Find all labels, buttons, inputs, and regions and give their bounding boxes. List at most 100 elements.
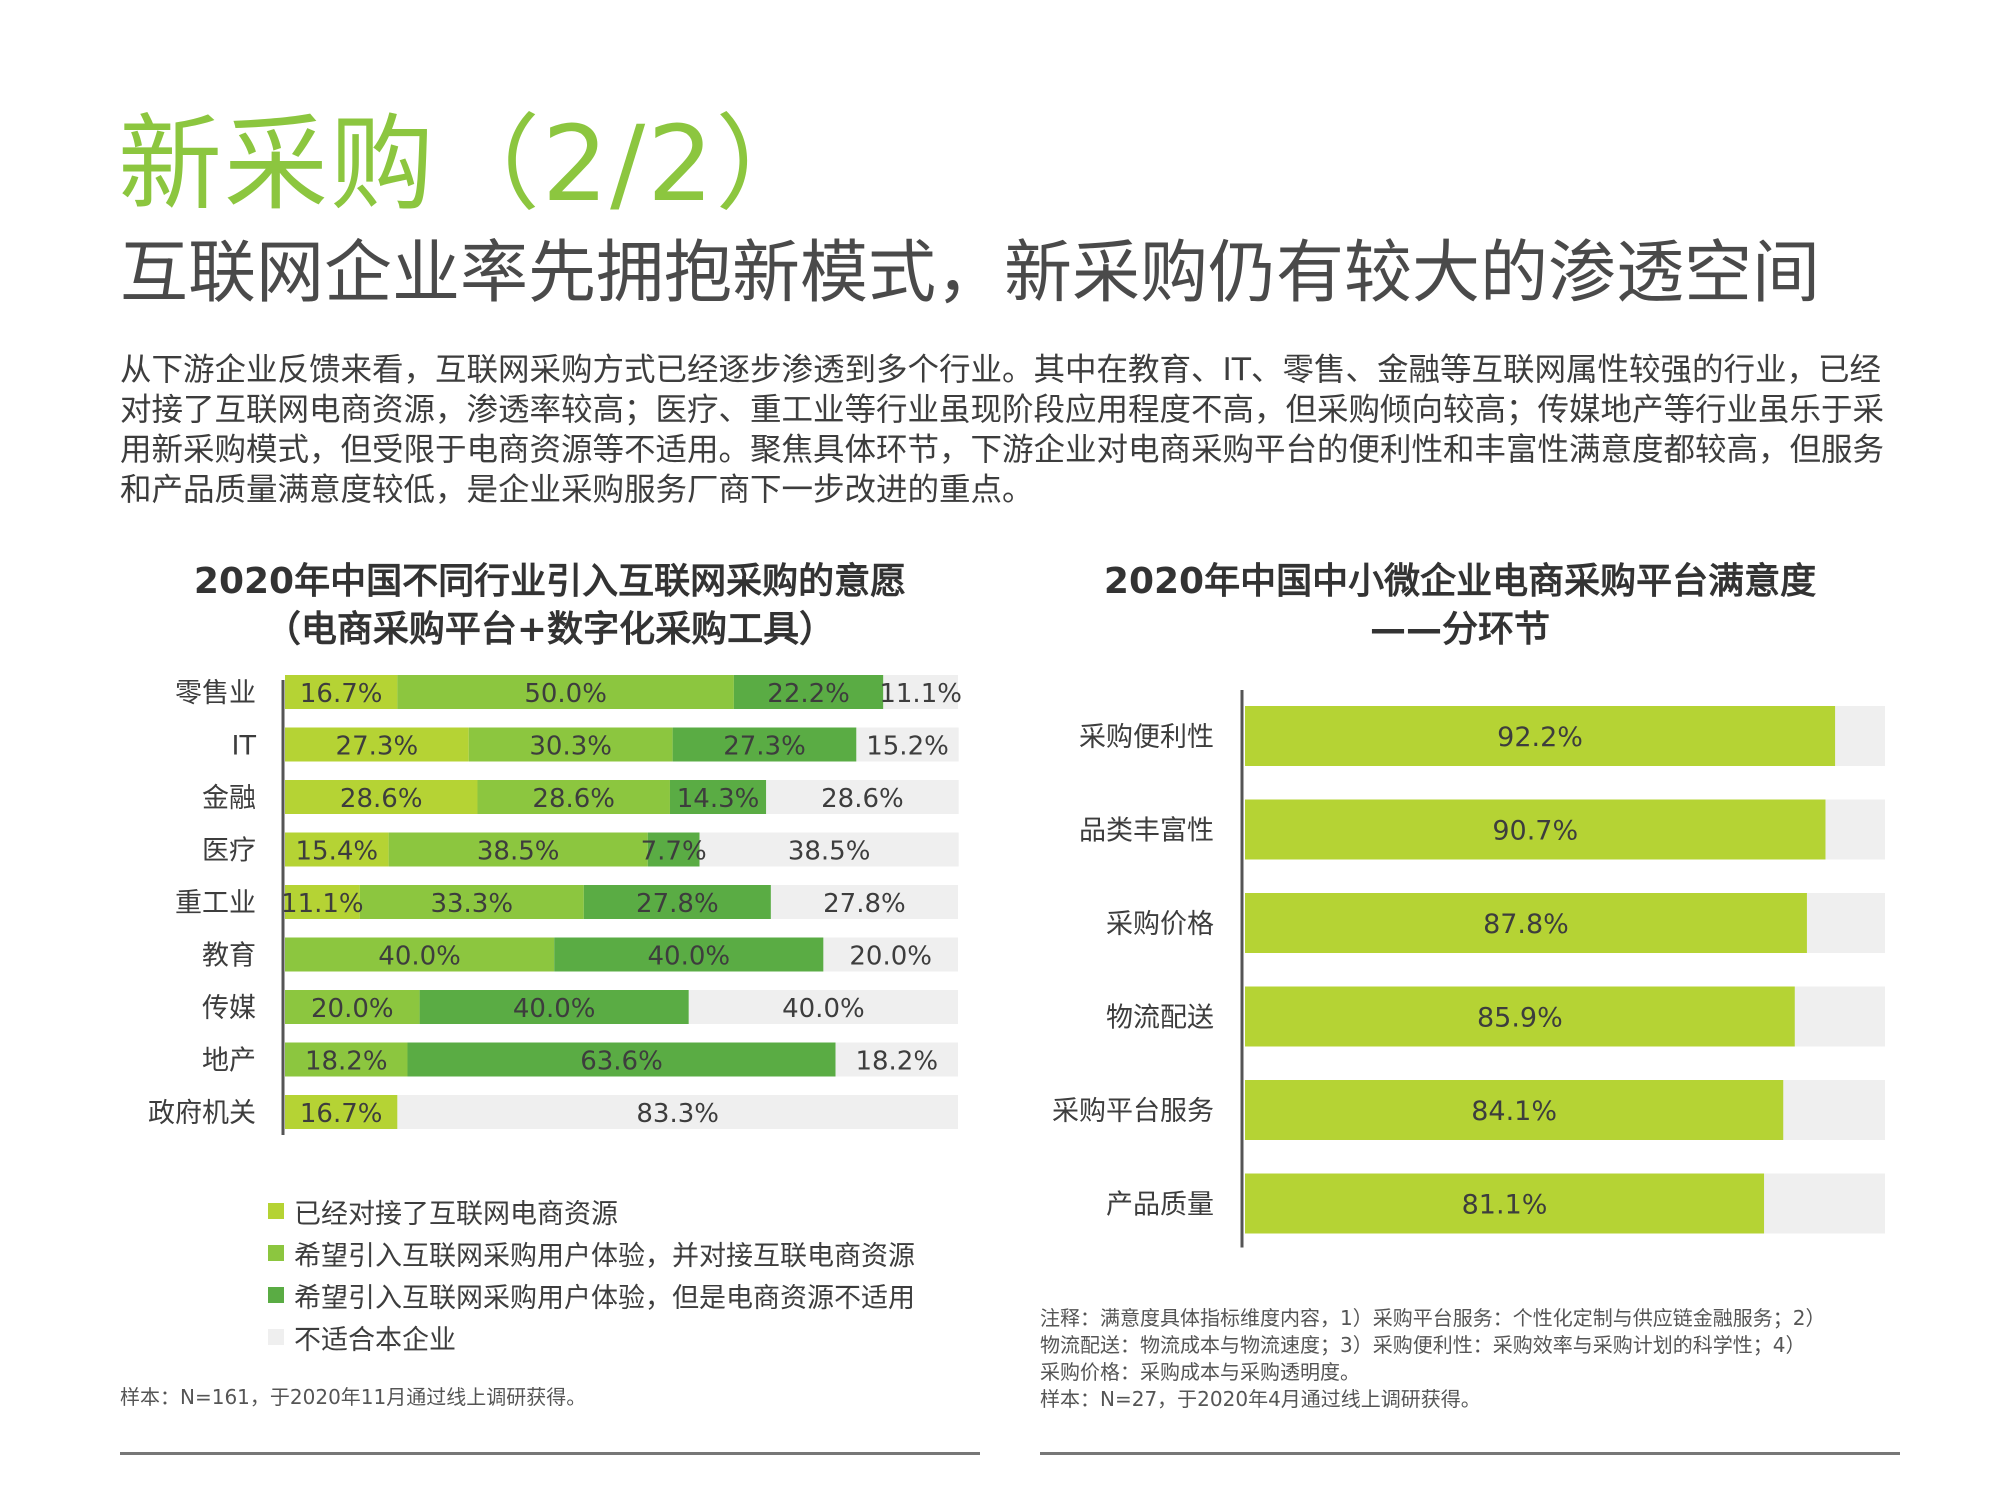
satisfaction-bar-chart: 92.2% 采购便利性 90.7% 品类丰富性 87.8% 采购价格 85.9% 物流配送 84…	[1052, 690, 1885, 1248]
page-subtitle: 互联网企业率先拥抱新模式，新采购仍有较大的渗透空间	[120, 234, 1821, 313]
category-label: IT	[232, 731, 257, 762]
data-label: 11.1%	[281, 889, 364, 919]
bar-segment	[669, 780, 767, 814]
data-label: 92.2%	[1497, 722, 1583, 753]
data-label: 40.0%	[378, 942, 461, 972]
category-label: 采购平台服务	[1052, 1096, 1214, 1127]
data-label: 27.8%	[636, 889, 719, 919]
bar-segment	[285, 937, 555, 972]
bar-segment	[647, 832, 700, 867]
bar-segment	[823, 937, 958, 972]
right-notes: 注释：满意度具体指标维度内容，1）采购平台服务：个性化定制与供应链金融服务；2）…	[1040, 1305, 1920, 1413]
data-label: 15.2%	[866, 732, 949, 762]
category-label: 重工业	[175, 888, 256, 919]
data-label: 18.2%	[305, 1047, 388, 1077]
bar-segment	[733, 675, 884, 709]
data-label: 81.1%	[1462, 1190, 1548, 1221]
bar-segment	[883, 675, 958, 709]
data-label: 28.6%	[532, 784, 615, 814]
bar-segment	[419, 990, 689, 1024]
legend-label: 不适合本企业	[294, 1324, 456, 1356]
bar-segment	[699, 832, 959, 867]
bar-segment	[835, 1042, 958, 1077]
legend-swatch	[268, 1287, 284, 1303]
data-label: 84.1%	[1471, 1096, 1557, 1127]
bottom-rule-left	[120, 1452, 980, 1455]
bar-segment	[397, 675, 734, 709]
bar-segment	[388, 832, 648, 867]
legend-item: 已经对接了互联网电商资源	[268, 1190, 915, 1232]
data-label: 22.2%	[767, 679, 850, 709]
category-label: 产品质量	[1106, 1190, 1214, 1221]
legend-label: 希望引入互联网采购用户体验，并对接互联电商资源	[294, 1240, 915, 1272]
bar-segment	[397, 1095, 958, 1129]
data-label: 18.2%	[855, 1047, 938, 1077]
bar-segment	[477, 780, 670, 814]
right-note-line: 注释：满意度具体指标维度内容，1）采购平台服务：个性化定制与供应链金融服务；2）	[1040, 1306, 1826, 1330]
bar-segment	[285, 1042, 408, 1077]
category-label: 教育	[202, 941, 256, 972]
right-chart-title-line1: 2020年中国中小微企业电商采购平台满意度	[1103, 561, 1817, 602]
data-label: 20.0%	[849, 942, 932, 972]
data-label: 16.7%	[300, 1099, 383, 1129]
data-label: 20.0%	[311, 994, 394, 1024]
category-label: 采购价格	[1106, 909, 1214, 940]
data-label: 14.3%	[677, 784, 760, 814]
data-label: 28.6%	[821, 784, 904, 814]
page-title: 新采购（2/2）	[118, 103, 822, 225]
data-label: 27.8%	[823, 889, 906, 919]
bar-segment	[285, 675, 398, 709]
bar-segment	[770, 885, 958, 919]
category-label: 金融	[202, 783, 256, 814]
bar-segment	[285, 780, 478, 814]
category-label: 政府机关	[148, 1098, 256, 1129]
data-label: 38.5%	[788, 837, 871, 867]
bar	[1245, 1080, 1784, 1140]
bar-segment	[359, 885, 584, 919]
bar	[1245, 986, 1795, 1047]
right-note-line: 采购价格：采购成本与采购透明度。	[1040, 1360, 1360, 1384]
data-label: 15.4%	[296, 837, 379, 867]
data-label: 83.3%	[636, 1099, 719, 1129]
data-label: 40.0%	[647, 942, 730, 972]
data-label: 11.1%	[879, 679, 962, 709]
summary-paragraph: 从下游企业反馈来看，互联网采购方式已经逐步渗透到多个行业。其中在教育、IT、零售…	[120, 352, 1885, 508]
bar-segment	[285, 1095, 398, 1129]
data-label: 90.7%	[1492, 816, 1578, 847]
data-label: 33.3%	[430, 889, 513, 919]
bottom-rule-right	[1040, 1452, 1900, 1455]
bar-segment	[407, 1042, 836, 1077]
bar	[1245, 706, 1836, 766]
bar-segment	[672, 727, 857, 762]
category-label: 传媒	[202, 993, 256, 1024]
left-chart-title-line1: 2020年中国不同行业引入互联网采购的意愿	[193, 561, 907, 602]
category-label: 物流配送	[1106, 1003, 1214, 1034]
legend-label: 希望引入互联网采购用户体验，但是电商资源不适用	[294, 1282, 915, 1314]
right-note-line: 样本：N=27，于2020年4月通过线上调研获得。	[1040, 1387, 1481, 1411]
data-label: 40.0%	[513, 994, 596, 1024]
bar-segment	[554, 937, 824, 972]
data-label: 27.3%	[336, 732, 419, 762]
category-label: 品类丰富性	[1079, 816, 1214, 847]
bar-segment	[285, 832, 389, 867]
left-chart-title: 2020年中国不同行业引入互联网采购的意愿 （电商采购平台+数字化采购工具）	[150, 558, 950, 654]
category-label: 地产	[202, 1046, 256, 1077]
legend-swatch	[268, 1203, 284, 1219]
category-label: 采购便利性	[1079, 722, 1214, 753]
category-label: 零售业	[175, 678, 256, 709]
bar-segment	[583, 885, 771, 919]
data-label: 40.0%	[782, 994, 865, 1024]
legend-swatch	[268, 1245, 284, 1261]
bar	[1245, 799, 1826, 860]
category-label: 医疗	[202, 836, 256, 867]
legend-item: 不适合本企业	[268, 1316, 915, 1358]
data-label: 28.6%	[340, 784, 423, 814]
bar-segment	[856, 727, 959, 762]
legend-item: 希望引入互联网采购用户体验，但是电商资源不适用	[268, 1274, 915, 1316]
bar-segment	[688, 990, 958, 1024]
data-label: 38.5%	[477, 837, 560, 867]
data-label: 27.3%	[723, 732, 806, 762]
legend-swatch	[268, 1329, 284, 1345]
legend-label: 已经对接了互联网电商资源	[294, 1198, 618, 1230]
data-label: 63.6%	[580, 1047, 663, 1077]
